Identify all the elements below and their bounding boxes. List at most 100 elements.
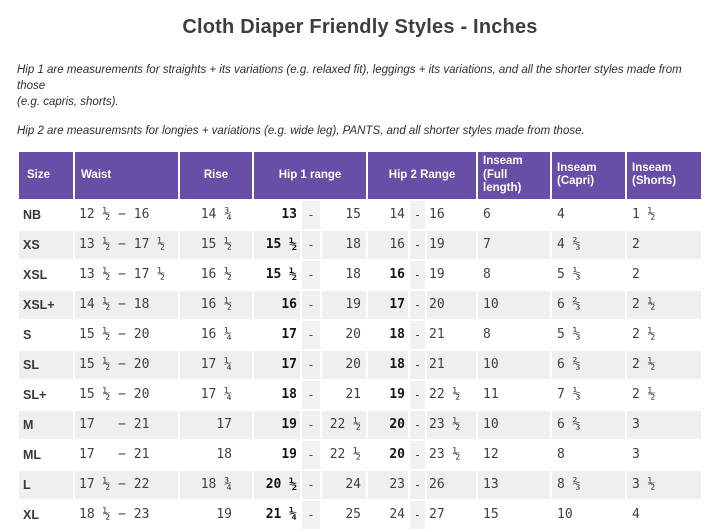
cell-hip2-from: 14: [368, 200, 409, 229]
col-header-inseam-full: Inseam (Full length): [478, 152, 551, 199]
cell-rise: 17: [180, 410, 252, 439]
col-header-rise: Rise: [180, 152, 252, 199]
cell-inseam-full: 10: [478, 410, 551, 439]
cell-waist: 18 ½ − 23: [75, 500, 178, 529]
cell-hip2-dash: -: [410, 440, 426, 469]
cell-inseam-capri: 6 ⅔: [552, 410, 626, 439]
cell-hip1-dash: -: [302, 320, 320, 349]
hip1-note-line1: Hip 1 are measurements for straights + i…: [17, 64, 682, 92]
cell-hip1-dash: -: [302, 410, 320, 439]
hip1-note-line2: (e.g. capris, shorts).: [17, 96, 119, 108]
cell-hip2-from: 19: [368, 380, 409, 409]
size-table-body: NB 12 ½ − 16 14 ¾ 13-15 14-16 6 4 1 ½ XS 13 ½ − 1…: [19, 200, 702, 529]
cell-hip1-from: 15 ½: [254, 260, 300, 289]
cell-size: S: [19, 320, 73, 349]
col-header-waist: Waist: [75, 152, 178, 199]
cell-hip2-dash: -: [410, 410, 426, 439]
cell-inseam-capri: 10: [552, 500, 626, 529]
cell-rise: 16 ½: [180, 290, 252, 319]
cell-hip1-dash: -: [302, 290, 320, 319]
cell-waist: 13 ½ − 17 ½: [75, 260, 178, 289]
col-header-hip2-range: Hip 2 Range: [368, 152, 477, 199]
table-row: NB 12 ½ − 16 14 ¾ 13-15 14-16 6 4 1 ½: [19, 200, 702, 229]
cell-hip1-dash: -: [302, 500, 320, 529]
cell-hip1-dash: -: [302, 440, 320, 469]
cell-inseam-capri: 6 ⅔: [552, 290, 626, 319]
cell-rise: 15 ½: [180, 230, 252, 259]
cell-inseam-full: 15: [478, 500, 551, 529]
cell-inseam-capri: 7 ⅓: [552, 380, 626, 409]
cell-inseam-capri: 5 ⅓: [552, 320, 626, 349]
cell-inseam-capri: 4 ⅔: [552, 230, 626, 259]
cell-inseam-full: 11: [478, 380, 551, 409]
cell-hip2-from: 20: [368, 440, 409, 469]
table-row: ML 17 − 21 18 19-22 ½ 20-23 ½ 12 8 3: [19, 440, 702, 469]
cell-hip1-dash: -: [302, 230, 320, 259]
cell-inseam-full: 12: [478, 440, 551, 469]
cell-waist: 12 ½ − 16: [75, 200, 178, 229]
cell-size: M: [19, 410, 73, 439]
cell-inseam-shorts: 3 ½: [627, 470, 702, 499]
cell-inseam-shorts: 2 ½: [627, 350, 702, 379]
cell-hip2-to: 22 ½: [427, 380, 477, 409]
cell-hip1-to: 20: [322, 350, 367, 379]
cell-hip2-to: 20: [427, 290, 477, 319]
cell-inseam-capri: 8: [552, 440, 626, 469]
hip1-note: Hip 1 are measurements for straights + i…: [17, 62, 709, 110]
cell-hip1-from: 20 ½: [254, 470, 300, 499]
cell-inseam-shorts: 4: [627, 500, 702, 529]
cell-hip2-dash: -: [410, 500, 426, 529]
cell-hip1-to: 21: [322, 380, 367, 409]
cell-size: SL+: [19, 380, 73, 409]
cell-rise: 17 ¼: [180, 380, 252, 409]
cell-rise: 14 ¾: [180, 200, 252, 229]
cell-inseam-shorts: 2: [627, 230, 702, 259]
cell-inseam-full: 6: [478, 200, 551, 229]
cell-hip2-from: 18: [368, 350, 409, 379]
cell-hip1-from: 17: [254, 320, 300, 349]
cell-waist: 17 − 21: [75, 410, 178, 439]
cell-hip1-to: 25: [322, 500, 367, 529]
cell-size: SL: [19, 350, 73, 379]
cell-hip1-dash: -: [302, 200, 320, 229]
cell-hip2-from: 20: [368, 410, 409, 439]
cell-inseam-shorts: 3: [627, 440, 702, 469]
cell-hip2-dash: -: [410, 350, 426, 379]
cell-hip2-to: 27: [427, 500, 477, 529]
cell-inseam-capri: 6 ⅔: [552, 350, 626, 379]
cell-hip1-to: 22 ½: [322, 440, 367, 469]
cell-hip2-to: 16: [427, 200, 477, 229]
hip2-note: Hip 2 are measuremsnts for longies + var…: [17, 125, 585, 137]
cell-hip2-to: 23 ½: [427, 410, 477, 439]
cell-hip1-from: 19: [254, 440, 300, 469]
cell-inseam-full: 8: [478, 320, 551, 349]
cell-hip1-dash: -: [302, 260, 320, 289]
cell-waist: 13 ½ − 17 ½: [75, 230, 178, 259]
cell-hip2-to: 19: [427, 230, 477, 259]
col-header-inseam-capri: Inseam (Capri): [552, 152, 626, 199]
cell-waist: 17 ½ − 22: [75, 470, 178, 499]
cell-inseam-capri: 8 ⅔: [552, 470, 626, 499]
cell-inseam-shorts: 2 ½: [627, 290, 702, 319]
cell-inseam-full: 8: [478, 260, 551, 289]
cell-hip2-from: 24: [368, 500, 409, 529]
cell-hip2-from: 17: [368, 290, 409, 319]
cell-size: XS: [19, 230, 73, 259]
table-row: XL 18 ½ − 23 19 21 ¼ -25 24-27 15 10 4: [19, 500, 702, 529]
cell-rise: 16 ¼: [180, 320, 252, 349]
cell-waist: 14 ½ − 18: [75, 290, 178, 319]
cell-hip1-from: 13: [254, 200, 300, 229]
cell-hip1-from: 15 ½: [254, 230, 300, 259]
cell-inseam-shorts: 2 ½: [627, 380, 702, 409]
col-header-hip1-range: Hip 1 range: [254, 152, 367, 199]
cell-hip1-dash: -: [302, 350, 320, 379]
cell-hip2-from: 18: [368, 320, 409, 349]
cell-size: XL: [19, 500, 73, 529]
cell-hip1-from: 19: [254, 410, 300, 439]
cell-waist: 15 ½ − 20: [75, 350, 178, 379]
cell-inseam-full: 13: [478, 470, 551, 499]
